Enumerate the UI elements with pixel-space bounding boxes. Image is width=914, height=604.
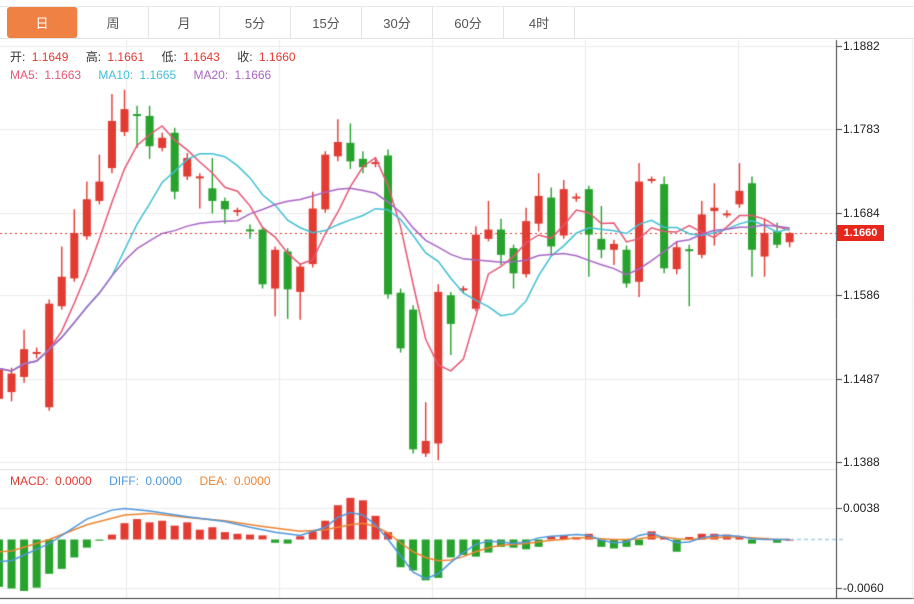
low-value: 1.1643 [183,50,220,64]
high-label: 高: [85,50,102,64]
dea-value: 0.0000 [233,474,271,488]
tab-5min[interactable]: 5分 [220,7,291,38]
diff-value: 0.0000 [145,474,183,488]
dea-label: DEA: [199,474,228,488]
macd-tick-1: 0.0038 [843,501,880,515]
ma10-label: MA10: [98,68,134,82]
ma5-value: 1.1663 [44,68,82,82]
close-value: 1.1660 [258,50,296,64]
price-tick-5: 1.1487 [843,372,880,386]
macd-tick-2: -0.0060 [843,581,884,595]
tab-30min[interactable]: 30分 [362,7,433,38]
ma-readout: MA5: 1.1663 MA10: 1.1665 MA20: 1.1666 [10,68,271,82]
diff-label: DIFF: [109,474,140,488]
last-price-badge: 1.1660 [837,225,884,241]
macd-label: MACD: [10,474,49,488]
macd-readout: MACD: 0.0000 DIFF: 0.0000 DEA: 0.0000 [10,474,271,488]
tab-month[interactable]: 月 [149,7,220,38]
price-tick-1: 1.1882 [843,39,880,53]
price-tick-2: 1.1783 [843,122,880,136]
ma10-value: 1.1665 [139,68,177,82]
period-tabbar: 日 周 月 5分 15分 30分 60分 4时 [0,6,914,39]
tab-week[interactable]: 周 [78,7,149,38]
tab-day[interactable]: 日 [7,7,78,38]
open-label: 开: [10,50,26,64]
tab-4hour[interactable]: 4时 [504,7,575,38]
ohlc-readout: 开: 1.1649 高: 1.1661 低: 1.1643 收: 1.1660 [10,48,296,65]
open-value: 1.1649 [31,50,69,64]
low-label: 低: [161,50,177,64]
price-tick-4: 1.1586 [843,288,880,302]
tab-60min[interactable]: 60分 [433,7,504,38]
price-tick-6: 1.1388 [843,455,880,469]
price-tick-3: 1.1684 [843,206,880,220]
high-value: 1.1661 [107,50,145,64]
ma5-label: MA5: [10,68,39,82]
ma20-label: MA20: [193,68,229,82]
tab-15min[interactable]: 15分 [291,7,362,38]
ma20-value: 1.1666 [234,68,272,82]
close-label: 收: [237,50,253,64]
macd-value: 0.0000 [55,474,92,488]
